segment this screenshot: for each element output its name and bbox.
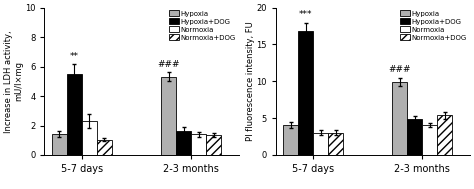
Bar: [407, 119, 422, 155]
Bar: [52, 134, 67, 155]
Bar: [298, 30, 313, 155]
Bar: [328, 133, 343, 155]
Legend: Hypoxia, Hypoxia+DOG, Normoxia, Normoxia+DOG: Hypoxia, Hypoxia+DOG, Normoxia, Normoxia…: [399, 9, 468, 42]
Bar: [82, 121, 97, 155]
Bar: [313, 133, 328, 155]
Y-axis label: Increase in LDH activity,
mU/l×mg: Increase in LDH activity, mU/l×mg: [4, 30, 24, 133]
Legend: Hypoxia, Hypoxia+DOG, Normoxia, Normoxia+DOG: Hypoxia, Hypoxia+DOG, Normoxia, Normoxia…: [167, 9, 237, 42]
Bar: [176, 131, 191, 155]
Bar: [97, 139, 112, 155]
Text: ###: ###: [388, 65, 411, 74]
Bar: [67, 74, 82, 155]
Text: ***: ***: [299, 10, 312, 19]
Bar: [392, 82, 407, 155]
Bar: [422, 125, 437, 155]
Bar: [161, 77, 176, 155]
Bar: [437, 115, 452, 155]
Bar: [283, 125, 298, 155]
Text: ###: ###: [157, 60, 180, 69]
Y-axis label: PI fluorescence intensity, FU: PI fluorescence intensity, FU: [246, 21, 255, 141]
Bar: [206, 135, 221, 155]
Text: **: **: [70, 52, 79, 61]
Bar: [191, 134, 206, 155]
